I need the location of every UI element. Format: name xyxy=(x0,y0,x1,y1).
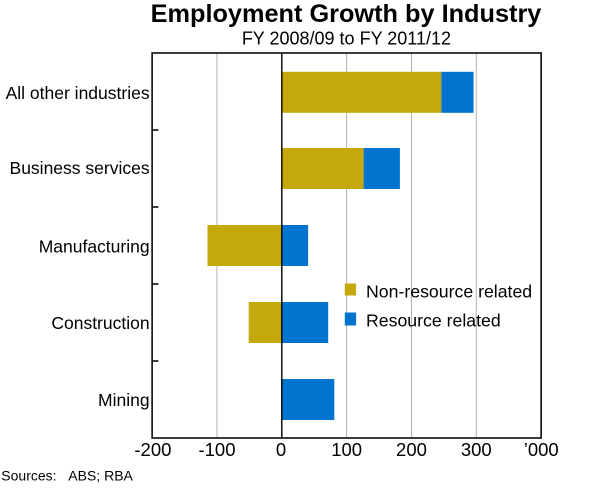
svg-text:Sources:: Sources: xyxy=(1,468,56,484)
svg-text:Manufacturing: Manufacturing xyxy=(39,237,150,257)
svg-text:FY 2008/09 to FY 2011/12: FY 2008/09 to FY 2011/12 xyxy=(242,28,451,48)
svg-text:Business services: Business services xyxy=(10,158,150,178)
svg-text:Non-resource related: Non-resource related xyxy=(366,282,532,302)
svg-text:Construction: Construction xyxy=(51,313,149,333)
svg-text:Mining: Mining xyxy=(98,390,150,410)
svg-text:0: 0 xyxy=(276,439,286,460)
svg-text:200: 200 xyxy=(396,439,427,460)
svg-text:-200: -200 xyxy=(134,439,171,460)
svg-text:-100: -100 xyxy=(198,439,235,460)
svg-text:All other industries: All other industries xyxy=(6,83,150,103)
svg-text:Resource related: Resource related xyxy=(366,310,501,330)
svg-text:300: 300 xyxy=(461,439,492,460)
svg-text:’000: ’000 xyxy=(524,439,559,460)
svg-text:100: 100 xyxy=(331,439,362,460)
svg-text:Employment Growth by Industry: Employment Growth by Industry xyxy=(151,0,542,28)
svg-text:ABS; RBA: ABS; RBA xyxy=(68,468,133,484)
